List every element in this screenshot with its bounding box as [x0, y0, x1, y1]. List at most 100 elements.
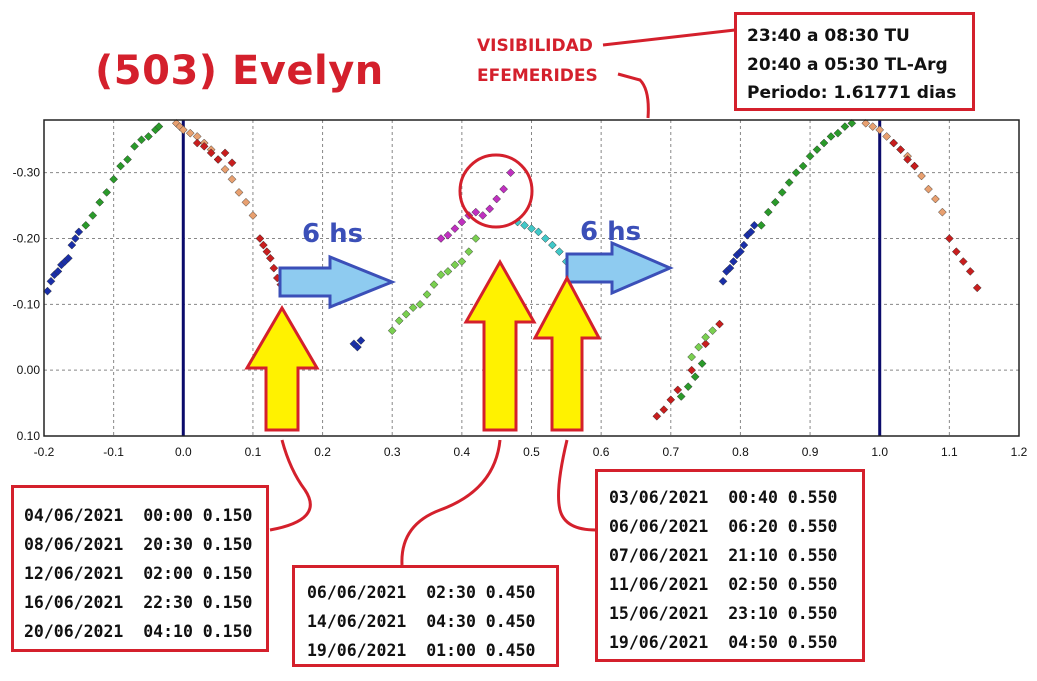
data-point	[875, 125, 885, 135]
data-point	[805, 151, 815, 161]
data-point	[676, 392, 686, 401]
data-point	[527, 224, 536, 233]
highlight-circle	[458, 153, 534, 229]
data-point	[53, 267, 63, 276]
data-point	[729, 257, 738, 266]
data-point	[109, 174, 118, 184]
phase-arrow-0550	[532, 274, 602, 432]
data-point	[861, 118, 871, 128]
data-point	[812, 145, 822, 154]
data-point	[471, 234, 481, 243]
data-point	[46, 276, 56, 286]
x-tick-label: 0.1	[245, 445, 262, 459]
phase-arrow-0450	[463, 258, 537, 432]
shift-label-left: 6 hs	[302, 219, 363, 249]
data-point	[144, 132, 153, 141]
data-point	[917, 171, 926, 181]
data-point	[951, 247, 961, 257]
data-point	[64, 253, 73, 263]
data-point	[130, 141, 139, 151]
data-point	[123, 155, 132, 164]
data-point	[819, 138, 829, 148]
x-tick-label: 0.3	[384, 445, 401, 459]
data-point	[896, 145, 905, 154]
ephemeris-row: 06/06/2021 06:20 0.550	[609, 517, 838, 536]
data-point	[471, 207, 481, 217]
data-point	[492, 194, 502, 204]
ephemeris-row: 19/06/2021 04:50 0.550	[609, 633, 838, 652]
data-point	[652, 411, 662, 421]
data-point	[450, 260, 460, 270]
data-point	[185, 128, 195, 138]
data-point	[67, 240, 77, 250]
data-point	[154, 122, 164, 131]
data-point	[833, 128, 843, 138]
data-point	[903, 155, 912, 164]
data-point	[137, 135, 146, 145]
data-point	[241, 197, 251, 207]
data-point	[945, 234, 954, 243]
data-point	[394, 316, 404, 326]
data-point	[429, 280, 439, 289]
data-point	[259, 240, 268, 250]
data-point	[687, 365, 697, 375]
data-point	[478, 211, 488, 220]
data-point	[840, 122, 850, 131]
data-point	[736, 247, 745, 257]
data-point	[826, 132, 836, 141]
ephemeris-row: 20/06/2021 04:10 0.150	[24, 622, 253, 641]
ephemeris-row: 11/06/2021 02:50 0.550	[609, 575, 838, 594]
efemerides-leader	[617, 72, 650, 119]
visibility-ut: 23:40 a 08:30 TU	[747, 26, 910, 46]
data-point	[408, 303, 418, 312]
data-point	[116, 161, 125, 171]
shift-arrow-left	[278, 254, 397, 310]
data-point	[798, 161, 808, 171]
x-tick-label: 0.2	[314, 445, 331, 459]
data-point	[436, 270, 446, 280]
data-point	[457, 257, 467, 266]
data-point	[356, 336, 366, 345]
data-point	[534, 227, 543, 237]
data-point	[701, 339, 710, 349]
shift-arrow-right	[565, 240, 674, 296]
ephemeris-row: 15/06/2021 23:10 0.550	[609, 604, 838, 623]
data-point	[353, 342, 362, 352]
data-point	[95, 197, 105, 207]
data-point	[43, 286, 52, 296]
x-tick-label: 0.6	[593, 445, 610, 459]
ephemeris-row: 16/06/2021 22:30 0.150	[24, 593, 253, 612]
data-point	[683, 382, 693, 391]
data-point	[763, 207, 773, 217]
x-tick-label: -0.2	[34, 445, 55, 459]
data-point	[88, 211, 98, 220]
data-point	[690, 372, 700, 382]
phase-lines	[181, 120, 882, 436]
x-tick-label: 1.0	[871, 445, 888, 459]
ephemeris-row: 08/06/2021 20:30 0.150	[24, 535, 253, 554]
data-point	[882, 132, 892, 141]
visibility-leader	[602, 28, 736, 47]
data-point	[708, 326, 717, 336]
data-point	[255, 234, 265, 243]
data-point	[694, 342, 703, 352]
visibility-box: 23:40 a 08:30 TU 20:40 a 05:30 TL-Arg Pe…	[734, 12, 975, 111]
y-tick-label: -0.10	[13, 297, 41, 311]
ephemeris-row: 19/06/2021 01:00 0.450	[307, 641, 536, 660]
data-point	[457, 217, 467, 227]
data-point	[673, 385, 683, 395]
ephemeris-box-0550: 03/06/2021 00:40 0.550 06/06/2021 06:20 …	[595, 469, 865, 662]
data-point	[227, 158, 237, 168]
data-point	[74, 227, 84, 237]
data-point	[715, 319, 724, 329]
leader-c	[557, 439, 597, 532]
plot-frame	[43, 119, 1020, 437]
x-tick-label: 0.5	[523, 445, 540, 459]
data-point	[784, 178, 794, 187]
data-point	[269, 263, 279, 273]
data-point	[739, 240, 749, 250]
data-point	[422, 290, 432, 299]
data-point	[436, 234, 446, 243]
x-tick-label: 1.2	[1011, 445, 1028, 459]
